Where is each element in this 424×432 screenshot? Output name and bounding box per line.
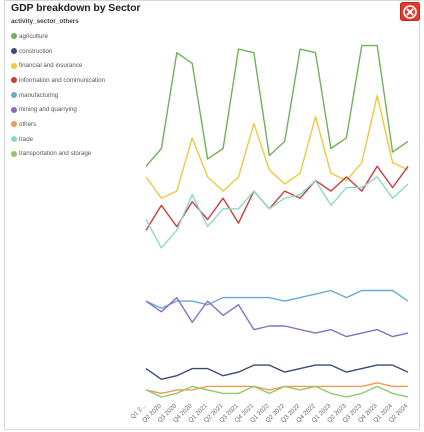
legend-item[interactable]: others [11, 117, 151, 132]
legend-item[interactable]: transportation and storage [11, 147, 151, 162]
series-line-others[interactable] [145, 382, 408, 395]
series-line-manufacturing[interactable] [145, 289, 409, 309]
legend-item[interactable]: mining and quarrying [11, 102, 151, 117]
legend-label: information and communication [19, 76, 105, 84]
series-line-transportation-and-storage[interactable] [145, 385, 409, 398]
close-icon [403, 4, 417, 19]
legend-item[interactable]: construction [11, 44, 151, 59]
legend-label: manufacturing [19, 91, 59, 99]
legend-label: others [19, 120, 37, 128]
legend-marker [11, 106, 17, 113]
legend-item[interactable]: agriculture [11, 29, 151, 44]
legend-label: agriculture [19, 32, 48, 40]
chart-panel [4, 0, 420, 430]
legend-marker [11, 92, 17, 99]
series-line-trade[interactable] [145, 176, 409, 249]
close-button[interactable] [400, 2, 420, 21]
legend-marker [11, 121, 17, 128]
legend-label: transportation and storage [19, 150, 92, 158]
series-line-construction[interactable] [145, 364, 409, 380]
legend-label: trade [19, 135, 34, 143]
legend-marker [11, 150, 17, 157]
legend-title: activity_sector_others [11, 18, 79, 25]
legend-marker [11, 48, 17, 55]
chart-title: GDP breakdown by Sector [11, 2, 141, 14]
legend-item[interactable]: financial and insurance [11, 58, 151, 73]
legend-label: financial and insurance [19, 62, 83, 70]
series-line-financial-and-insurance[interactable] [145, 94, 409, 199]
legend-label: mining and quarrying [19, 106, 77, 114]
legend-marker [11, 62, 17, 69]
legend-item[interactable]: trade [11, 132, 151, 147]
legend-label: construction [19, 47, 53, 55]
series-line-mining-and-quarrying[interactable] [145, 296, 409, 338]
legend: activity_sector_others agriculture constr… [11, 18, 151, 161]
series-line-information-and-communication[interactable] [145, 165, 409, 231]
legend-item[interactable]: information and communication [11, 73, 151, 88]
series-line-agriculture[interactable] [145, 44, 409, 167]
legend-marker [11, 33, 17, 40]
legend-item[interactable]: manufacturing [11, 88, 151, 103]
legend-marker [11, 136, 17, 143]
legend-marker [11, 77, 17, 84]
